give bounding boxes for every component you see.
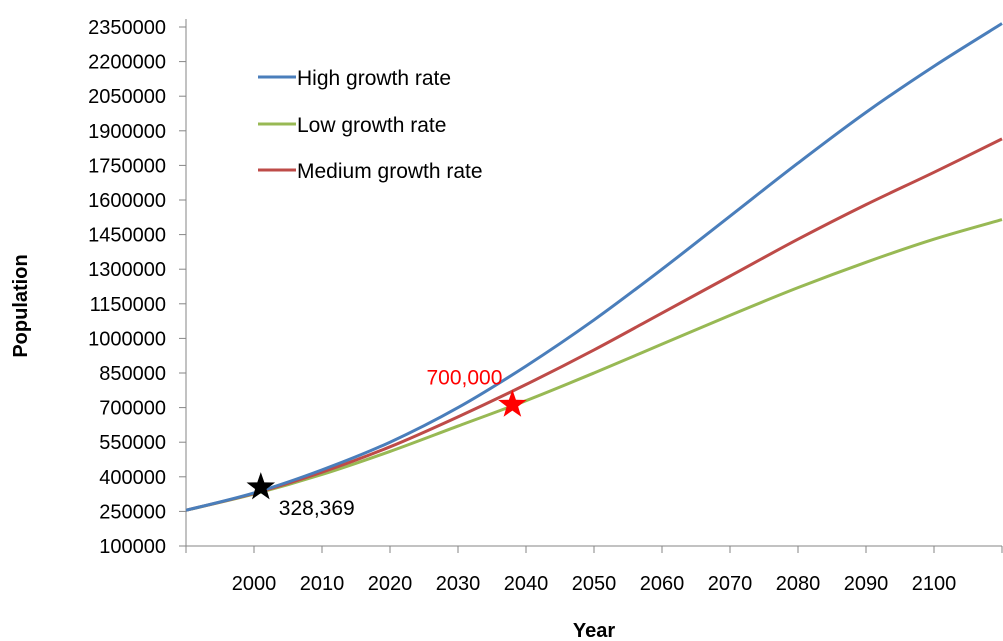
y-tick-label: 1450000 <box>88 225 166 247</box>
x-tick-label: 2020 <box>368 573 413 595</box>
series-line-low-growth-rate <box>186 218 1003 512</box>
legend-label-medium-growth-rate: Medium growth rate <box>297 160 483 183</box>
x-tick-label: 2060 <box>640 573 685 595</box>
series-lines <box>186 22 1003 512</box>
x-tick-label: 2000 <box>232 573 277 595</box>
y-tick-label: 2200000 <box>88 52 166 74</box>
x-axis-title: Year <box>573 620 615 641</box>
x-tick-label: 2080 <box>776 573 821 595</box>
x-tick-label: 2070 <box>708 573 753 595</box>
x-tick-label: 2090 <box>844 573 889 595</box>
y-tick-label: 1150000 <box>90 294 166 316</box>
legend-label-low-growth-rate: Low growth rate <box>297 114 446 137</box>
y-tick-label: 550000 <box>99 432 166 454</box>
x-tick-label: 2050 <box>572 573 617 595</box>
y-tick-label: 850000 <box>99 363 166 385</box>
y-tick-label: 100000 <box>99 536 166 558</box>
y-tick-label: 1300000 <box>88 259 166 281</box>
y-tick-label: 1600000 <box>88 190 166 212</box>
axes <box>185 19 1002 547</box>
star-marker-2 <box>498 389 527 417</box>
y-tick-label: 700000 <box>99 398 166 420</box>
x-tick-label: 2010 <box>300 573 345 595</box>
y-tick-label: 1000000 <box>88 328 166 350</box>
y-axis-title: Population <box>10 254 32 357</box>
annotation-label-1: 328,369 <box>279 497 355 520</box>
x-tick-label: 2030 <box>436 573 481 595</box>
legend: High growth rate Low growth rate Medium gr… <box>258 67 483 183</box>
legend-label-high-growth-rate: High growth rate <box>297 67 451 90</box>
y-tick-label: 1750000 <box>88 155 166 177</box>
annotations: 328,369 700,000 <box>246 367 527 520</box>
x-tick-label: 2100 <box>912 573 957 595</box>
y-tick-label: 2050000 <box>88 86 166 108</box>
series-line-medium-growth-rate <box>186 137 1003 512</box>
x-axis-ticks: 2000 2010 2020 2030 2040 2050 2060 2070 2080 2090… <box>185 546 1003 595</box>
star-marker-1 <box>246 472 276 500</box>
y-tick-label: 1900000 <box>88 121 166 143</box>
y-axis-ticks: 100000 250000 400000 550000 700000 850000 1000… <box>88 17 186 558</box>
y-tick-label: 400000 <box>99 467 166 489</box>
x-tick-label: 2040 <box>504 573 549 595</box>
series-line-high-growth-rate <box>186 22 1003 512</box>
annotation-label-2: 700,000 <box>426 367 502 390</box>
y-tick-label: 250000 <box>99 501 166 523</box>
y-tick-label: 2350000 <box>88 17 166 39</box>
